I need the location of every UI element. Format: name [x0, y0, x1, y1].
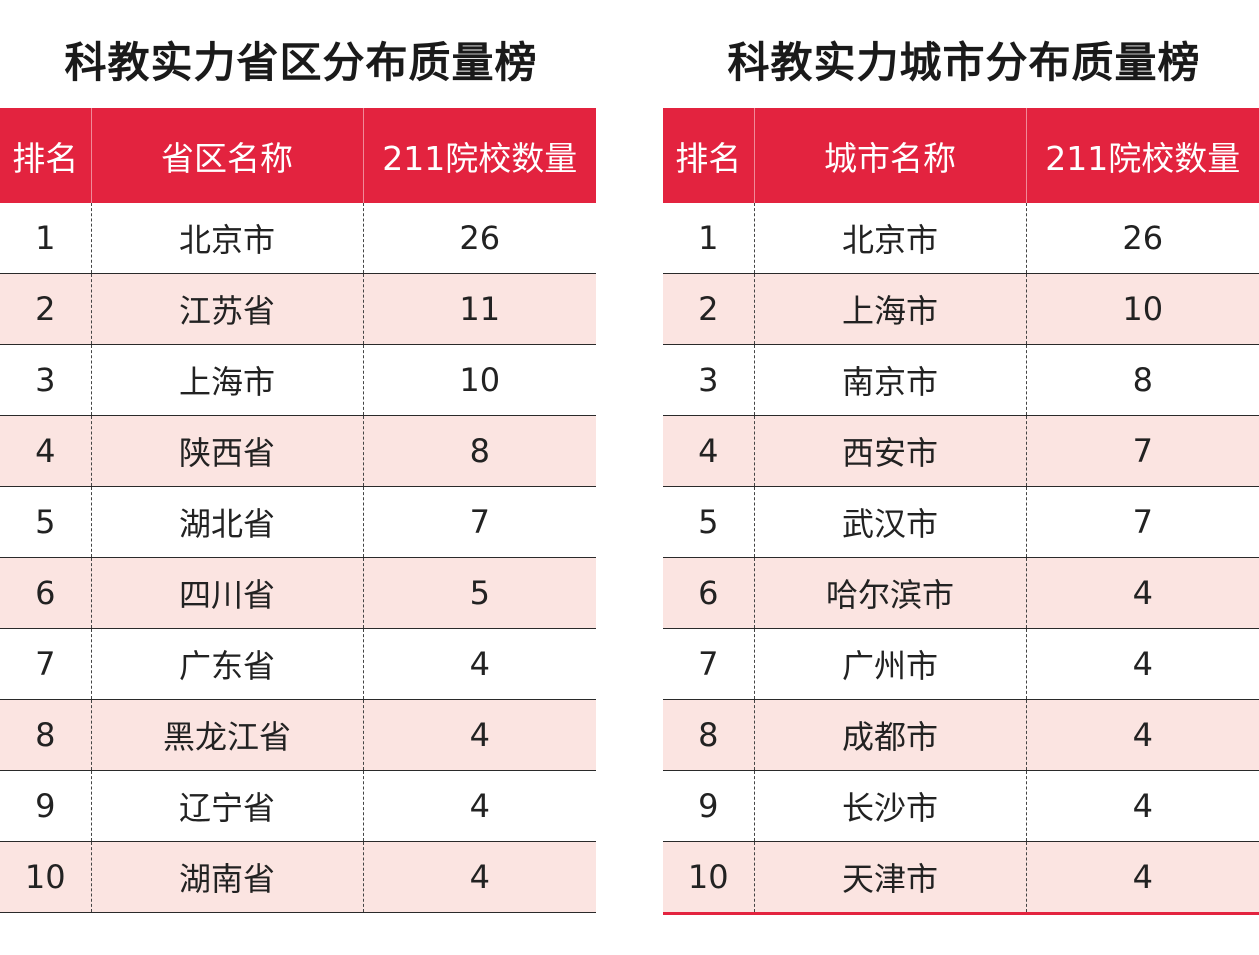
table-row: 10 天津市 4	[663, 841, 1259, 915]
count-cell: 8	[362, 415, 596, 487]
count-cell: 26	[362, 203, 596, 274]
table-row: 4 陕西省 8	[0, 415, 596, 487]
province-ranking-panel: 科教实力省区分布质量榜 排名 省区名称 211院校数量 1 北京市 26 2 江苏省 11…	[0, 0, 596, 913]
rank-cell: 10	[0, 841, 91, 913]
name-cell: 哈尔滨市	[753, 557, 1026, 629]
rank-cell: 9	[0, 770, 91, 842]
name-cell: 四川省	[90, 557, 363, 629]
table-row: 2 上海市 10	[663, 273, 1259, 345]
table-row: 5 武汉市 7	[663, 486, 1259, 558]
table-row: 9 长沙市 4	[663, 770, 1259, 842]
rank-cell: 5	[0, 486, 91, 558]
rank-cell: 2	[663, 273, 754, 345]
table-row: 1 北京市 26	[663, 203, 1259, 274]
count-cell: 4	[362, 628, 596, 700]
count-cell: 7	[362, 486, 596, 558]
table-row: 9 辽宁省 4	[0, 770, 596, 842]
count-cell: 4	[362, 841, 596, 913]
count-cell: 8	[1025, 344, 1259, 416]
table-header-row: 排名 城市名称 211院校数量	[663, 108, 1259, 203]
table-row: 5 湖北省 7	[0, 486, 596, 558]
count-cell: 7	[1025, 415, 1259, 487]
name-cell: 广东省	[90, 628, 363, 700]
rank-cell: 4	[663, 415, 754, 487]
table-row: 3 上海市 10	[0, 344, 596, 416]
rank-cell: 5	[663, 486, 754, 558]
name-cell: 南京市	[753, 344, 1026, 416]
table-row: 2 江苏省 11	[0, 273, 596, 345]
name-cell: 成都市	[753, 699, 1026, 771]
city-ranking-title: 科教实力城市分布质量榜	[727, 38, 1201, 87]
rank-cell: 1	[0, 203, 91, 274]
province-table-body: 1 北京市 26 2 江苏省 11 3 上海市 10 4 陕西省 8 5 湖北省 7 6 四川省 5 7 广东省 4 8 黑…	[0, 203, 596, 913]
name-cell: 陕西省	[90, 415, 363, 487]
name-cell: 黑龙江省	[90, 699, 363, 771]
rank-column-header: 排名	[663, 108, 754, 203]
count-cell: 26	[1025, 203, 1259, 274]
table-row: 4 西安市 7	[663, 415, 1259, 487]
rank-cell: 1	[663, 203, 754, 274]
rank-cell: 3	[663, 344, 754, 416]
count-cell: 7	[1025, 486, 1259, 558]
province-ranking-table: 排名 省区名称 211院校数量 1 北京市 26 2 江苏省 11 3 上海市 10 4 陕西省 8 5…	[0, 108, 596, 913]
name-cell: 广州市	[753, 628, 1026, 700]
rank-column-header: 排名	[0, 108, 91, 203]
name-cell: 武汉市	[753, 486, 1026, 558]
table-row: 8 黑龙江省 4	[0, 699, 596, 771]
name-cell: 长沙市	[753, 770, 1026, 842]
rank-cell: 9	[663, 770, 754, 842]
rank-cell: 6	[0, 557, 91, 629]
rank-cell: 8	[0, 699, 91, 771]
name-cell: 上海市	[90, 344, 363, 416]
count-cell: 4	[1025, 841, 1259, 915]
table-row: 10 湖南省 4	[0, 841, 596, 913]
count-cell: 11	[362, 273, 596, 345]
name-cell: 辽宁省	[90, 770, 363, 842]
rank-cell: 4	[0, 415, 91, 487]
count-cell: 4	[1025, 628, 1259, 700]
count-cell: 4	[362, 699, 596, 771]
name-cell: 江苏省	[90, 273, 363, 345]
province-name-column-header: 省区名称	[90, 108, 363, 203]
rank-cell: 7	[663, 628, 754, 700]
count-cell: 4	[1025, 557, 1259, 629]
name-cell: 湖南省	[90, 841, 363, 913]
city-name-column-header: 城市名称	[753, 108, 1026, 203]
rank-cell: 6	[663, 557, 754, 629]
name-cell: 湖北省	[90, 486, 363, 558]
rank-cell: 3	[0, 344, 91, 416]
city-ranking-panel: 科教实力城市分布质量榜 排名 城市名称 211院校数量 1 北京市 26 2 上海市 10…	[663, 0, 1259, 915]
university-count-column-header: 211院校数量	[1025, 108, 1259, 203]
count-cell: 5	[362, 557, 596, 629]
table-row: 6 哈尔滨市 4	[663, 557, 1259, 629]
city-ranking-table: 排名 城市名称 211院校数量 1 北京市 26 2 上海市 10 3 南京市 8 4 西安市 7 5 武…	[663, 108, 1259, 915]
table-row: 7 广东省 4	[0, 628, 596, 700]
name-cell: 北京市	[90, 203, 363, 274]
count-cell: 4	[1025, 699, 1259, 771]
province-ranking-title: 科教实力省区分布质量榜	[64, 38, 538, 87]
table-row: 3 南京市 8	[663, 344, 1259, 416]
rank-cell: 2	[0, 273, 91, 345]
name-cell: 北京市	[753, 203, 1026, 274]
count-cell: 10	[362, 344, 596, 416]
table-row: 6 四川省 5	[0, 557, 596, 629]
count-cell: 10	[1025, 273, 1259, 345]
name-cell: 天津市	[753, 841, 1026, 915]
table-row: 8 成都市 4	[663, 699, 1259, 771]
table-row: 7 广州市 4	[663, 628, 1259, 700]
rank-cell: 10	[663, 841, 754, 915]
rank-cell: 8	[663, 699, 754, 771]
rank-cell: 7	[0, 628, 91, 700]
city-table-body: 1 北京市 26 2 上海市 10 3 南京市 8 4 西安市 7 5 武汉市 7 6 哈尔滨市 4 7 广州市 4 8 成…	[663, 203, 1259, 915]
table-row: 1 北京市 26	[0, 203, 596, 274]
table-header-row: 排名 省区名称 211院校数量	[0, 108, 596, 203]
count-cell: 4	[1025, 770, 1259, 842]
name-cell: 上海市	[753, 273, 1026, 345]
university-count-column-header: 211院校数量	[362, 108, 596, 203]
count-cell: 4	[362, 770, 596, 842]
name-cell: 西安市	[753, 415, 1026, 487]
